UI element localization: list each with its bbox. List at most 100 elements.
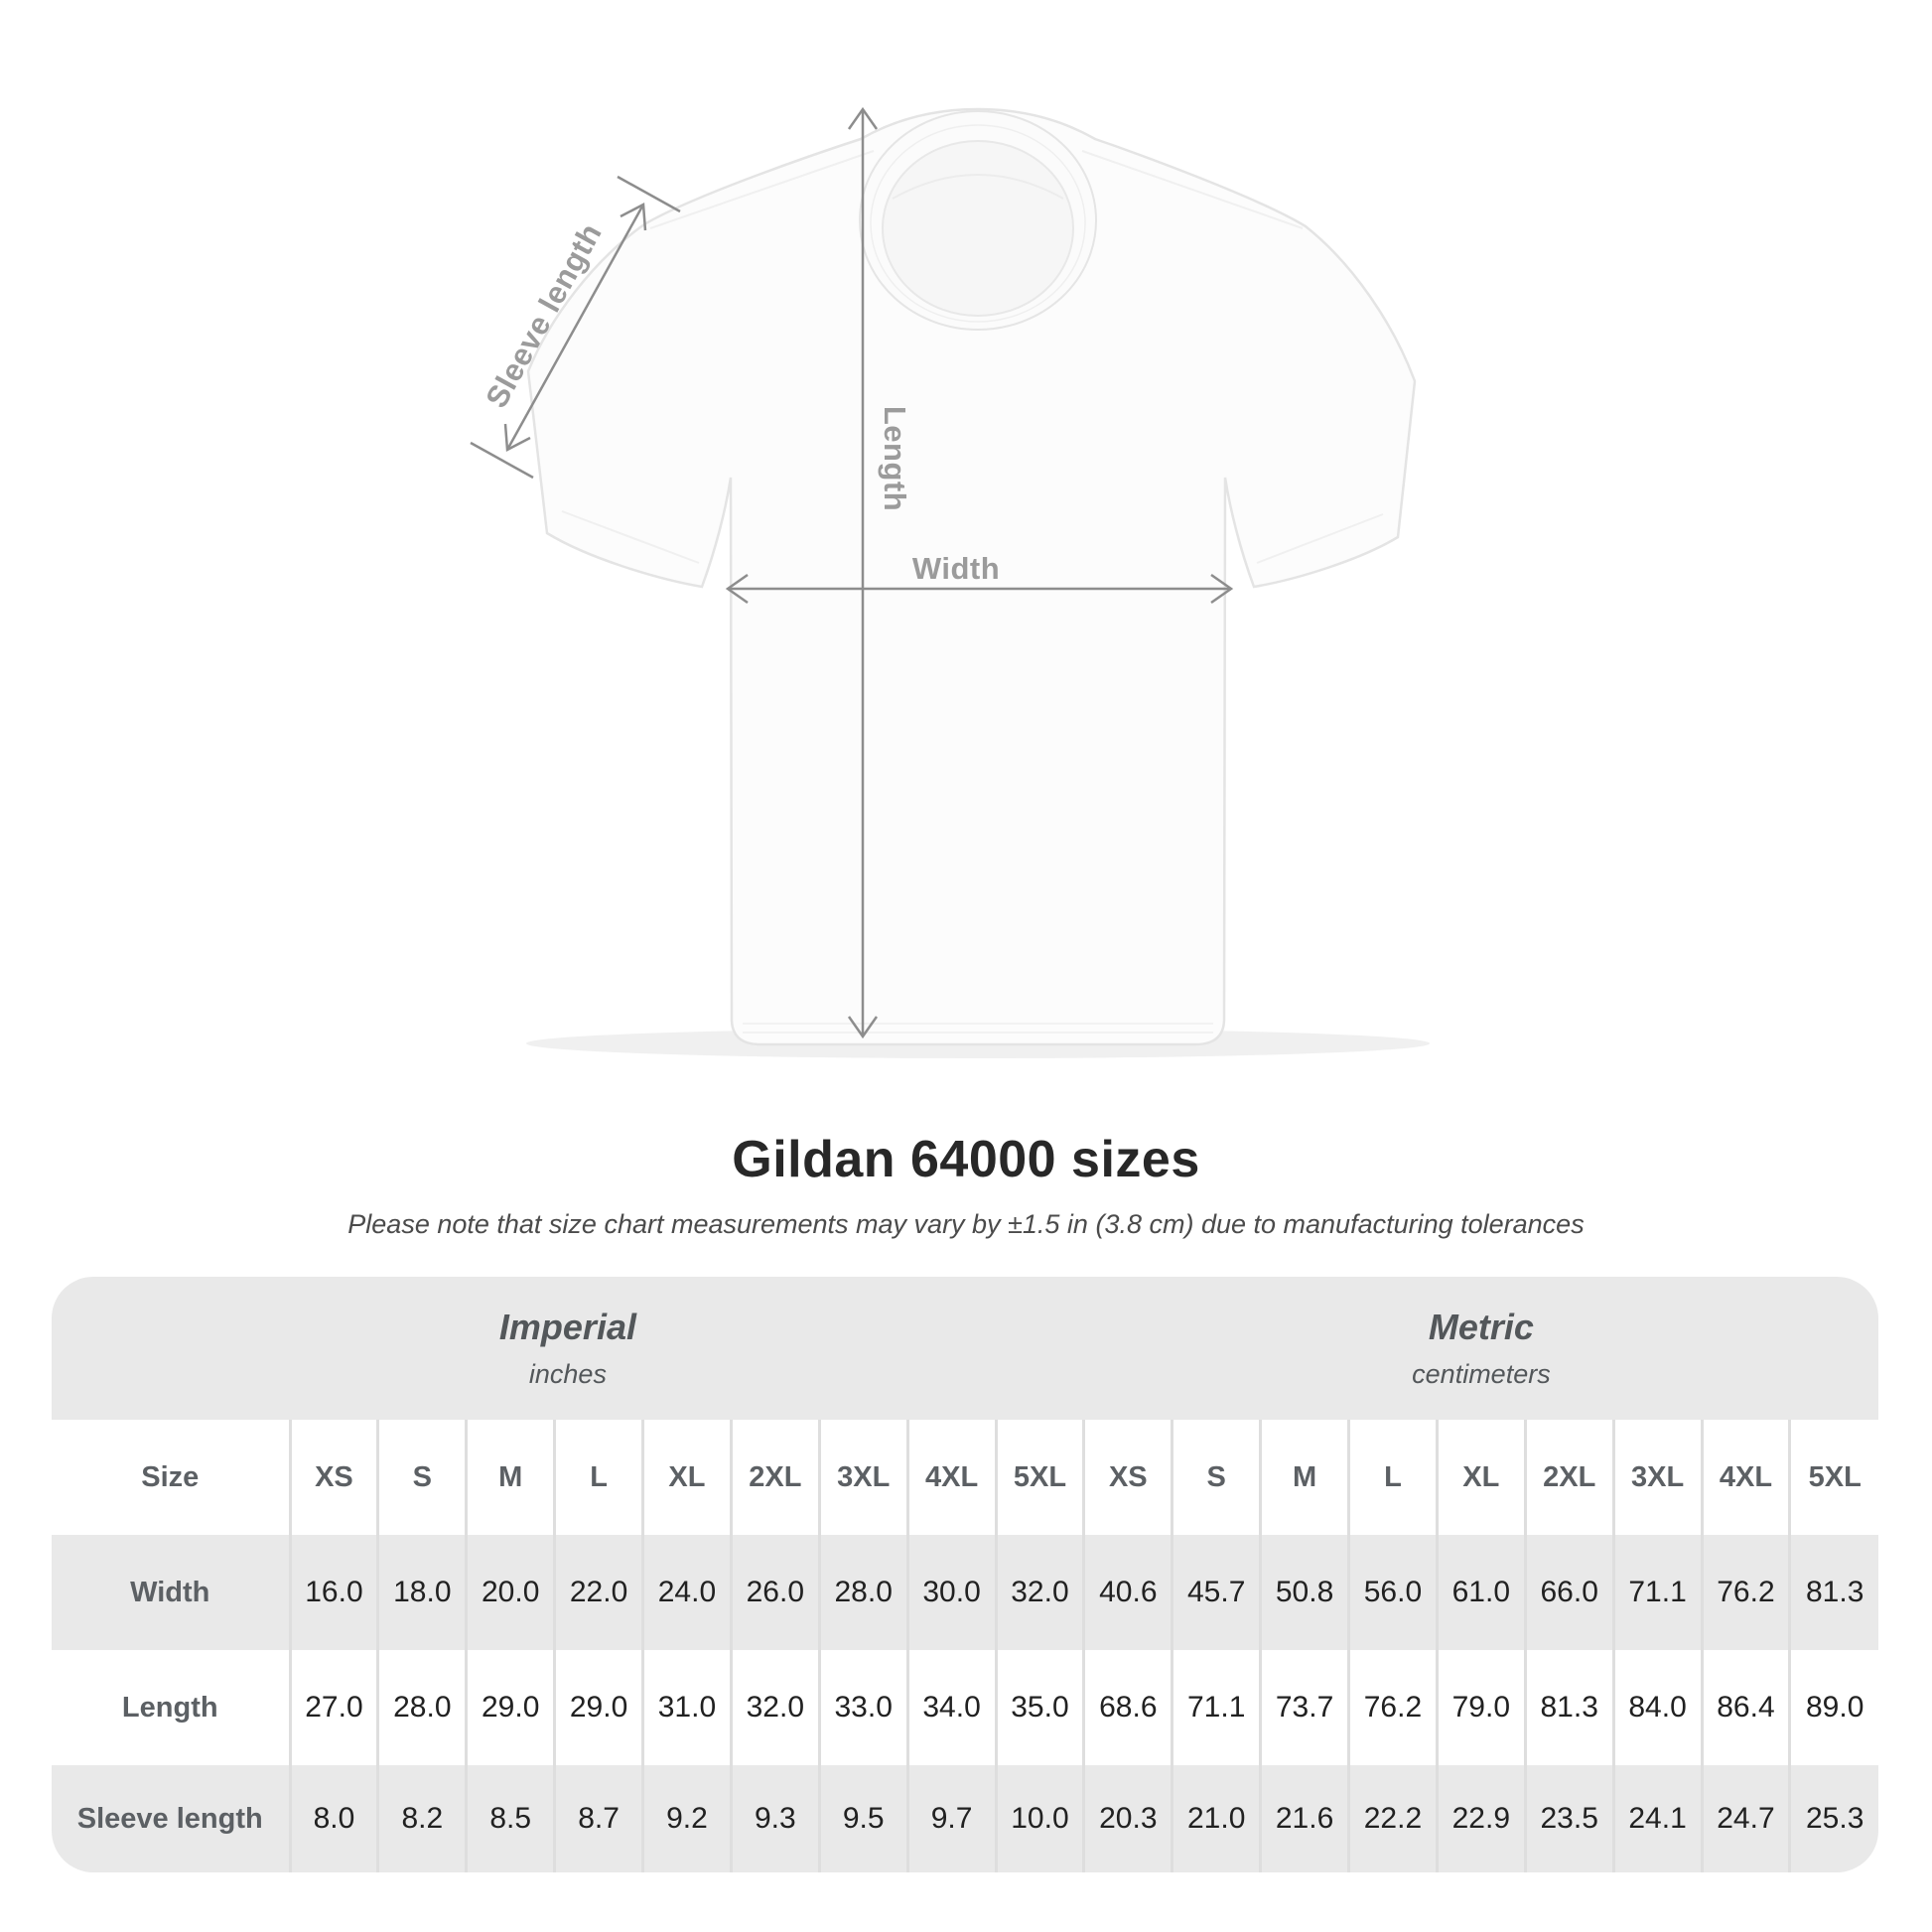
value-cell: 8.2 xyxy=(376,1765,467,1872)
left-sleeve-hem-stitch xyxy=(561,510,700,564)
value-cell: 20.0 xyxy=(465,1535,555,1650)
value-cell: 9.7 xyxy=(905,1765,996,1872)
value-cell: 30.0 xyxy=(905,1535,996,1650)
sleeve-dimension-line xyxy=(470,175,681,480)
value-cell: 40.6 xyxy=(1082,1535,1173,1650)
tshirt-measurement-diagram: Sleeve length Length Width xyxy=(470,106,1430,1058)
value-cell: 21.0 xyxy=(1171,1765,1261,1872)
value-cell: 66.0 xyxy=(1523,1535,1614,1650)
length-label: Length xyxy=(878,405,912,512)
collar-inner xyxy=(882,140,1074,317)
metric-group-header: Metric centimeters xyxy=(1083,1277,1878,1420)
size-col-header: M xyxy=(1259,1420,1349,1535)
value-cell: 32.0 xyxy=(994,1535,1084,1650)
value-cell: 76.2 xyxy=(1700,1535,1790,1650)
value-cell: 24.1 xyxy=(1611,1765,1702,1872)
value-cell: 89.0 xyxy=(1788,1650,1878,1765)
size-table-grid: Imperial inches Metric centimeters Size … xyxy=(52,1277,1878,1872)
value-cell: 27.0 xyxy=(288,1650,378,1765)
value-cell: 8.7 xyxy=(553,1765,643,1872)
table-row-sleeve-length: Sleeve length 8.0 8.2 8.5 8.7 9.2 9.3 9.… xyxy=(52,1765,1878,1872)
value-cell: 18.0 xyxy=(376,1535,467,1650)
size-col-header: S xyxy=(1171,1420,1261,1535)
value-cell: 81.3 xyxy=(1788,1535,1878,1650)
value-cell: 71.1 xyxy=(1171,1650,1261,1765)
value-cell: 71.1 xyxy=(1611,1535,1702,1650)
page-title: Gildan 64000 sizes xyxy=(732,1131,1200,1188)
value-cell: 84.0 xyxy=(1611,1650,1702,1765)
value-cell: 29.0 xyxy=(553,1650,643,1765)
metric-group-label: Metric xyxy=(1428,1307,1534,1347)
imperial-group-header: Imperial inches xyxy=(52,1277,1084,1420)
value-cell: 29.0 xyxy=(465,1650,555,1765)
value-cell: 8.5 xyxy=(465,1765,555,1872)
left-shoulder-seam xyxy=(649,150,875,229)
size-col-header: 4XL xyxy=(905,1420,996,1535)
table-row-width: Width 16.0 18.0 20.0 22.0 24.0 26.0 28.0… xyxy=(52,1535,1878,1650)
size-col-header: 5XL xyxy=(994,1420,1084,1535)
collar-stitch xyxy=(870,124,1086,323)
value-cell: 56.0 xyxy=(1347,1535,1438,1650)
size-col-header: XL xyxy=(1435,1420,1526,1535)
value-cell: 33.0 xyxy=(817,1650,908,1765)
size-col-header: 2XL xyxy=(1523,1420,1614,1535)
size-col-header: S xyxy=(376,1420,467,1535)
size-header-row: Size XS S M L XL 2XL 3XL 4XL 5XL XS S M … xyxy=(52,1420,1878,1535)
value-cell: 21.6 xyxy=(1259,1765,1349,1872)
size-col-header: L xyxy=(1347,1420,1438,1535)
length-dimension-line xyxy=(847,106,879,1039)
bottom-hem-stitch xyxy=(743,1023,1213,1034)
value-cell: 81.3 xyxy=(1523,1650,1614,1765)
value-cell: 22.0 xyxy=(553,1535,643,1650)
value-cell: 79.0 xyxy=(1435,1650,1526,1765)
size-table: Imperial inches Metric centimeters Size … xyxy=(52,1277,1878,1872)
value-cell: 31.0 xyxy=(641,1650,732,1765)
imperial-group-label: Imperial xyxy=(498,1307,636,1347)
width-dimension-line xyxy=(725,573,1234,605)
value-cell: 28.0 xyxy=(376,1650,467,1765)
metric-group-unit: centimeters xyxy=(1412,1359,1551,1389)
row-label-sleeve-length: Sleeve length xyxy=(52,1765,290,1872)
row-label-width: Width xyxy=(52,1535,290,1650)
value-cell: 45.7 xyxy=(1171,1535,1261,1650)
size-corner-header: Size xyxy=(52,1420,290,1535)
value-cell: 22.2 xyxy=(1347,1765,1438,1872)
value-cell: 20.3 xyxy=(1082,1765,1173,1872)
size-col-header: XL xyxy=(641,1420,732,1535)
size-col-header: XS xyxy=(288,1420,378,1535)
tshirt-body xyxy=(526,107,1417,1046)
value-cell: 34.0 xyxy=(905,1650,996,1765)
value-cell: 8.0 xyxy=(288,1765,378,1872)
size-col-header: 5XL xyxy=(1788,1420,1878,1535)
tshirt-illustration xyxy=(470,106,1430,1058)
imperial-group-unit: inches xyxy=(528,1359,607,1389)
value-cell: 24.7 xyxy=(1700,1765,1790,1872)
value-cell: 68.6 xyxy=(1082,1650,1173,1765)
size-col-header: L xyxy=(553,1420,643,1535)
width-label: Width xyxy=(911,551,1001,586)
value-cell: 9.3 xyxy=(729,1765,820,1872)
size-col-header: 4XL xyxy=(1700,1420,1790,1535)
back-neck-seam xyxy=(892,174,1064,200)
page-subtitle: Please note that size chart measurements… xyxy=(347,1209,1585,1239)
value-cell: 28.0 xyxy=(817,1535,908,1650)
size-col-header: 2XL xyxy=(729,1420,820,1535)
value-cell: 22.9 xyxy=(1435,1765,1526,1872)
size-col-header: M xyxy=(465,1420,555,1535)
right-shoulder-seam xyxy=(1081,150,1304,229)
value-cell: 16.0 xyxy=(288,1535,378,1650)
size-col-header: 3XL xyxy=(1611,1420,1702,1535)
value-cell: 26.0 xyxy=(729,1535,820,1650)
value-cell: 32.0 xyxy=(729,1650,820,1765)
value-cell: 76.2 xyxy=(1347,1650,1438,1765)
value-cell: 24.0 xyxy=(641,1535,732,1650)
value-cell: 9.2 xyxy=(641,1765,732,1872)
value-cell: 9.5 xyxy=(817,1765,908,1872)
value-cell: 35.0 xyxy=(994,1650,1084,1765)
value-cell: 23.5 xyxy=(1523,1765,1614,1872)
value-cell: 25.3 xyxy=(1788,1765,1878,1872)
unit-group-header-row: Imperial inches Metric centimeters xyxy=(52,1277,1878,1420)
value-cell: 61.0 xyxy=(1435,1535,1526,1650)
value-cell: 50.8 xyxy=(1259,1535,1349,1650)
row-label-length: Length xyxy=(52,1650,290,1765)
